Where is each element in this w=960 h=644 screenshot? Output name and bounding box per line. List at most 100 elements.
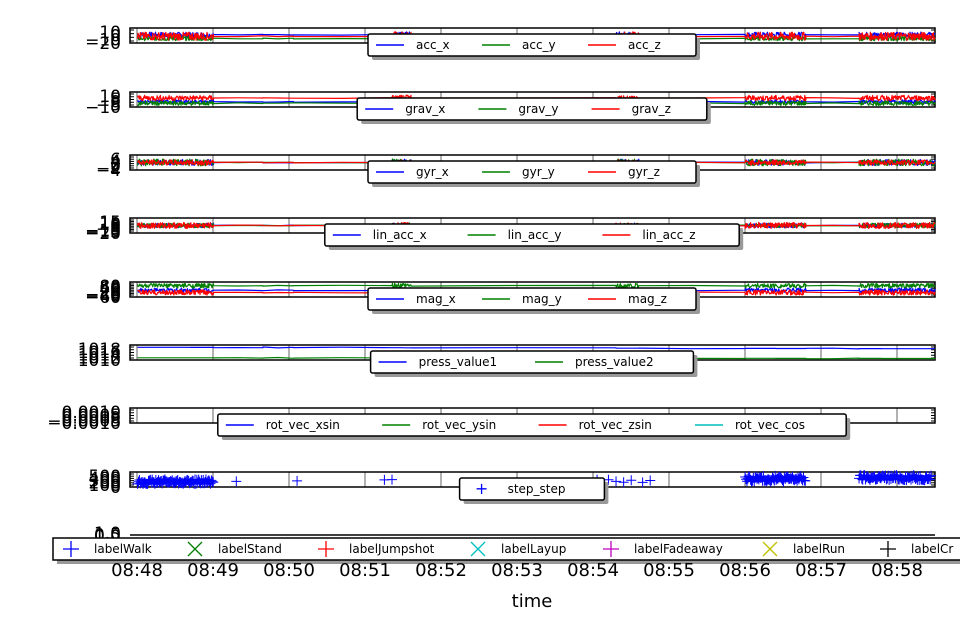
y-tick-label-mag: 80	[99, 277, 121, 297]
legend-entry-rot_vec_zsin: rot_vec_zsin	[579, 418, 652, 432]
y-tick-label-press: 1018	[78, 340, 121, 360]
legend-entry-acc_x: acc_x	[416, 38, 450, 52]
y-tick-label-rot_vec: −0.0005	[47, 411, 121, 431]
y-tick-label-press: 1010	[78, 351, 121, 371]
y-tick-label-grav: −10	[85, 98, 121, 118]
x-tick-label: 08:53	[491, 560, 543, 581]
step-point	[800, 475, 811, 486]
y-tick-label-rot_vec: 0.0005	[62, 406, 121, 426]
step-point	[925, 474, 936, 485]
series-line-lin_acc_z	[137, 221, 936, 230]
step-point	[611, 476, 622, 487]
y-tick-label-grav: 5	[110, 90, 121, 110]
x-tick-label: 08:58	[871, 560, 923, 581]
y-tick-label-grav: 0	[110, 93, 121, 113]
legend-entry-lin_acc_x: lin_acc_x	[373, 228, 427, 242]
x-axis-label: time	[512, 591, 553, 612]
x-axis: 08:48 08:49 08:50 08:51 08:52 08:53 08:54 08:55…	[111, 560, 923, 581]
legend-entry-rot_vec_cos: rot_vec_cos	[735, 418, 805, 432]
label-legend-entry-labelLayup: labelLayup	[501, 542, 566, 556]
y-tick-label-mag: −40	[85, 286, 121, 306]
legend-entry-grav_x: grav_x	[405, 102, 445, 116]
label-legend-marker	[762, 541, 778, 557]
legend-box-step	[458, 477, 606, 501]
y-tick-label-press: 1014	[78, 346, 121, 366]
label-legend-entry-labelWalk: labelWalk	[94, 542, 152, 556]
y-tick-label-gyr: 6	[110, 150, 121, 170]
legend-entry-lin_acc_z: lin_acc_z	[642, 228, 695, 242]
legend-entry-rot_vec_ysin: rot_vec_ysin	[422, 418, 496, 432]
y-tick-label-lin_acc: 15	[99, 213, 121, 233]
y-tick-label-press: 1012	[78, 348, 121, 368]
y-tick-label-mag: 20	[99, 282, 121, 302]
y-tick-label-step: 400	[89, 469, 121, 489]
legend-entry-press_value1: press_value1	[419, 355, 498, 369]
y-tick-label-lin_acc: 10	[99, 215, 121, 235]
y-tick-label-acc: 0	[110, 27, 121, 47]
legend-entry-rot_vec_xsin: rot_vec_xsin	[266, 418, 340, 432]
x-tick-label: 08:51	[339, 560, 391, 581]
y-tick-label-lin_acc: −20	[85, 224, 121, 244]
x-tick-label: 08:54	[567, 560, 619, 581]
series-line-grav_y	[137, 100, 936, 107]
step-point	[231, 476, 242, 487]
series-line-press_value1	[137, 346, 936, 350]
y-tick-label-lin_acc: −10	[85, 221, 121, 241]
legend-box-mag	[367, 287, 697, 311]
legend-box-rot_vec	[217, 413, 847, 437]
label-legend-marker	[880, 541, 896, 557]
step-point	[206, 475, 217, 486]
series-line-acc_z	[137, 31, 936, 42]
y-tick-label-mag: −60	[85, 288, 121, 308]
legend-box-press	[369, 350, 695, 374]
step-point	[926, 470, 937, 481]
y-tick-label-rot_vec: −0.0010	[47, 414, 121, 434]
x-tick-label: 08:49	[187, 560, 239, 581]
step-point	[637, 477, 648, 488]
step-point	[645, 475, 656, 486]
y-tick-label-acc: 10	[99, 23, 121, 43]
legend-entry-step_step: step_step	[508, 482, 566, 496]
y-tick-label-gyr: 4	[110, 152, 121, 172]
legend-entry-mag_y: mag_y	[522, 292, 562, 306]
legend-entry-grav_z: grav_z	[632, 102, 671, 116]
label-legend-marker	[470, 541, 486, 557]
legend-entry-press_value2: press_value2	[575, 355, 654, 369]
label-legend-entry-labelRun: labelRun	[793, 542, 845, 556]
y-tick-label-grav: −5	[96, 95, 121, 115]
y-tick-label-lin_acc: 0	[110, 218, 121, 238]
legend-entry-gyr_y: gyr_y	[522, 165, 555, 179]
step-point	[208, 477, 219, 488]
step-point	[292, 475, 303, 486]
panel-acc: 100−10−20 acc_x acc_y acc_z	[85, 23, 936, 60]
x-tick-label: 08:50	[263, 560, 315, 581]
legend-entry-mag_z: mag_z	[628, 292, 667, 306]
y-tick-label-lin_acc: 5	[110, 216, 121, 236]
legend-box-lin_acc	[324, 223, 740, 247]
label-legend-entry-labelJumpshot: labelJumpshot	[349, 542, 435, 556]
y-tick-label-step: 500	[89, 467, 121, 487]
label-legend-entry-labelCr: labelCr	[911, 542, 953, 556]
x-tick-label: 08:52	[415, 560, 467, 581]
legend-marker-step: +	[475, 479, 488, 498]
label-legend-marker	[187, 541, 203, 557]
x-tick-label: 08:55	[643, 560, 695, 581]
legend-entry-acc_z: acc_z	[628, 38, 661, 52]
legend-entry-acc_y: acc_y	[522, 38, 556, 52]
x-tick-label: 08:57	[795, 560, 847, 581]
y-tick-label-acc: −20	[85, 34, 121, 54]
x-tick-label: 08:56	[719, 560, 771, 581]
legend-entry-gyr_x: gyr_x	[416, 165, 449, 179]
y-tick-label-step: 100	[89, 476, 121, 496]
y-tick-label-mag: 0	[110, 283, 121, 303]
y-tick-label-mag: −20	[85, 285, 121, 305]
